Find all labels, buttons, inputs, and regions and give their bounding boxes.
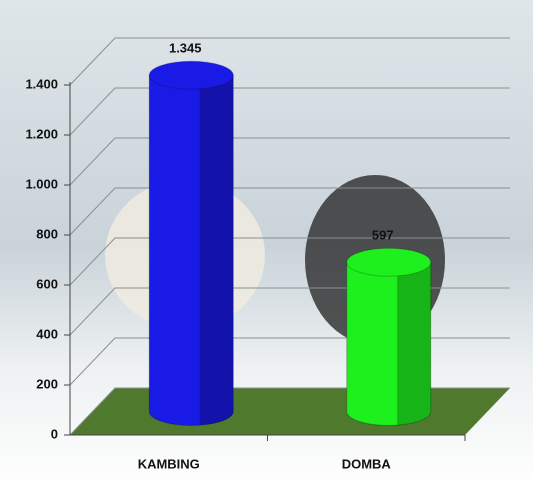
y-tick-label: 1.400 xyxy=(25,76,58,91)
bar xyxy=(346,261,432,426)
bar-shade xyxy=(199,75,234,426)
grid-line xyxy=(69,37,510,86)
y-tick-label: 1.000 xyxy=(25,176,58,191)
x-tick-label: DOMBA xyxy=(342,456,392,471)
grid-line xyxy=(69,237,510,286)
y-tick-label: 800 xyxy=(36,226,58,241)
bar-top xyxy=(148,60,234,90)
bar-top xyxy=(346,247,432,277)
x-tick-label: KAMBING xyxy=(138,456,200,471)
grid-line xyxy=(69,87,510,136)
value-label: 1.345 xyxy=(169,41,202,56)
y-tick-label: 200 xyxy=(36,376,58,391)
value-label: 597 xyxy=(372,228,394,243)
y-tick-label: 600 xyxy=(36,276,58,291)
floor xyxy=(70,388,510,435)
y-tick-label: 400 xyxy=(36,326,58,341)
grid-line xyxy=(69,137,510,186)
y-tick-label: 1.200 xyxy=(25,126,58,141)
grid-line xyxy=(69,187,510,236)
y-tick-label: 0 xyxy=(51,426,58,441)
bar-shade xyxy=(397,262,431,426)
bar xyxy=(148,74,234,426)
